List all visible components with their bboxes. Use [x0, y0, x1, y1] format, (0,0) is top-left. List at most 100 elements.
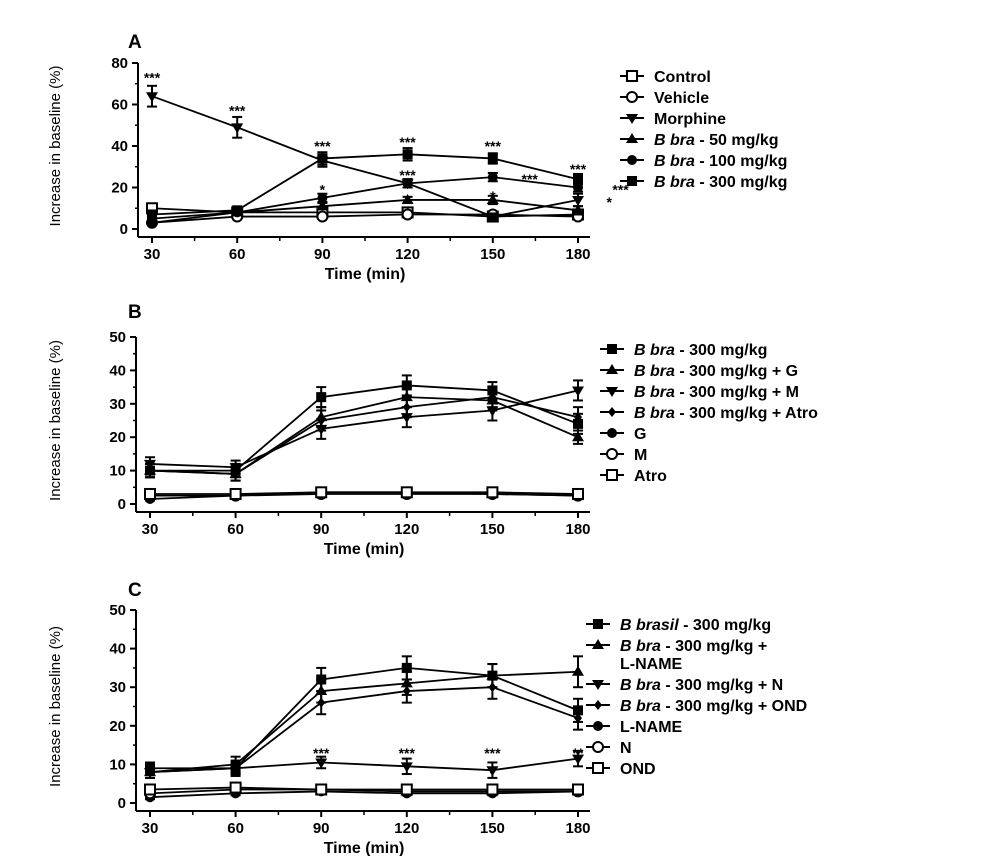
significance-label: ***: [570, 161, 587, 177]
x-tick-label: 90: [314, 246, 331, 263]
data-point: [572, 783, 584, 796]
legend-marker: [592, 639, 604, 649]
series-line: [149, 786, 578, 791]
legend-label: Vehicle: [654, 90, 709, 107]
y-tick-label: 0: [120, 221, 128, 238]
series: [144, 486, 584, 500]
data-point: [486, 486, 499, 499]
significance-label: ***: [612, 182, 629, 198]
x-tick-label: 150: [480, 820, 505, 837]
legend: B brasil - 300 mg/kg B bra - 300 mg/kg + …: [586, 617, 807, 778]
significance-label: *: [607, 194, 613, 210]
legend: B bra - 300 mg/kg B bra - 300 mg/kg + G B …: [600, 342, 818, 485]
data-point: [315, 486, 328, 499]
y-tick-label: 0: [118, 795, 126, 812]
legend-item: B bra - 300 mg/kg + M: [600, 384, 799, 401]
legend-label: Atro: [634, 468, 667, 485]
series-line: [150, 384, 579, 472]
panel-B: B 0 10 20 30 40 50 30 60 90 120 150 180 Time (min) Inc…: [47, 302, 818, 558]
y-axis-label: Increase in baseline (%): [47, 626, 64, 787]
data-point: [147, 217, 157, 228]
y-tick-label: 20: [111, 180, 128, 197]
panel-label: C: [128, 580, 142, 601]
y-tick-label: 80: [111, 55, 128, 72]
panel-C: C 0 10 20 30 40 50 30 60 90 120 150 180 Time (min) Inc…: [47, 580, 807, 856]
x-tick-label: 60: [227, 820, 244, 837]
series: [144, 783, 584, 800]
legend-marker: [593, 619, 603, 629]
legend-label: B bra - 300 mg/kg + L-NAME: [620, 638, 772, 673]
series-line: [149, 396, 579, 475]
x-tick-label: 180: [565, 521, 590, 538]
series-line: [149, 686, 579, 774]
y-tick-label: 30: [109, 679, 126, 696]
data-point: [486, 193, 499, 204]
data-point: [316, 392, 327, 403]
legend-marker: [592, 680, 604, 690]
x-axis-label: Time (min): [324, 840, 405, 856]
x-tick-label: 120: [394, 820, 419, 837]
data-point: [317, 415, 326, 426]
legend-marker: [594, 700, 602, 710]
data-point: [229, 487, 242, 500]
data-point: [231, 763, 240, 774]
y-tick-label: 20: [109, 718, 126, 735]
data-point: [488, 682, 497, 693]
data-point: [317, 153, 328, 164]
legend-label: B bra - 50 mg/kg: [654, 132, 778, 149]
panel-label: A: [128, 32, 142, 53]
legend-item: Morphine: [620, 111, 726, 128]
data-point: [486, 212, 499, 223]
legend-marker: [626, 91, 638, 103]
x-tick-label: 180: [565, 246, 590, 263]
legend-marker: [627, 155, 637, 165]
legend-item: B brasil - 300 mg/kg: [586, 617, 771, 634]
legend-label: B bra - 300 mg/kg + N: [620, 677, 783, 694]
y-tick-label: 50: [109, 602, 126, 619]
data-point: [572, 195, 584, 206]
y-tick-label: 20: [109, 429, 126, 446]
significance-label: ***: [484, 745, 501, 761]
data-point: [572, 754, 584, 765]
y-axis-label: Increase in baseline (%): [47, 66, 64, 227]
x-tick-label: 90: [313, 521, 330, 538]
data-point: [231, 468, 240, 479]
legend-label: OND: [620, 761, 656, 778]
data-point: [146, 92, 158, 103]
data-point: [572, 665, 584, 676]
data-point: [229, 781, 242, 794]
legend-item: B bra - 300 mg/kg + L-NAME: [586, 638, 772, 673]
series-line: [150, 493, 579, 497]
series: [144, 379, 584, 475]
legend-marker: [606, 448, 618, 460]
series-line: [151, 153, 579, 216]
legend-label: B bra - 300 mg/kg + G: [634, 363, 798, 380]
data-point: [400, 783, 413, 796]
significance-label: ***: [522, 171, 539, 187]
y-tick-label: 40: [109, 641, 126, 658]
y-tick-label: 60: [111, 97, 128, 114]
legend-item: B bra - 300 mg/kg: [620, 174, 787, 191]
significance-label: *: [320, 182, 326, 198]
x-tick-label: 90: [313, 820, 330, 837]
data-point: [231, 123, 244, 134]
legend-marker: [607, 428, 617, 438]
series-line: [149, 790, 579, 799]
series-line: [150, 491, 579, 495]
data-point: [572, 487, 584, 500]
legend-label: N: [620, 740, 632, 757]
legend-item: Vehicle: [620, 90, 709, 107]
significance-label: **: [573, 745, 584, 761]
legend-marker: [626, 70, 638, 82]
y-tick-label: 30: [109, 396, 126, 413]
legend-item: B bra - 300 mg/kg + N: [586, 677, 783, 694]
data-point: [486, 766, 499, 777]
data-point: [317, 697, 326, 708]
series: [145, 386, 583, 482]
legend-item: B bra - 300 mg/kg + G: [600, 363, 798, 380]
x-tick-label: 150: [480, 246, 505, 263]
significance-label: ***: [313, 745, 330, 761]
series: [145, 674, 583, 779]
significance-label: ***: [485, 138, 502, 154]
x-axis-label: Time (min): [324, 541, 405, 558]
